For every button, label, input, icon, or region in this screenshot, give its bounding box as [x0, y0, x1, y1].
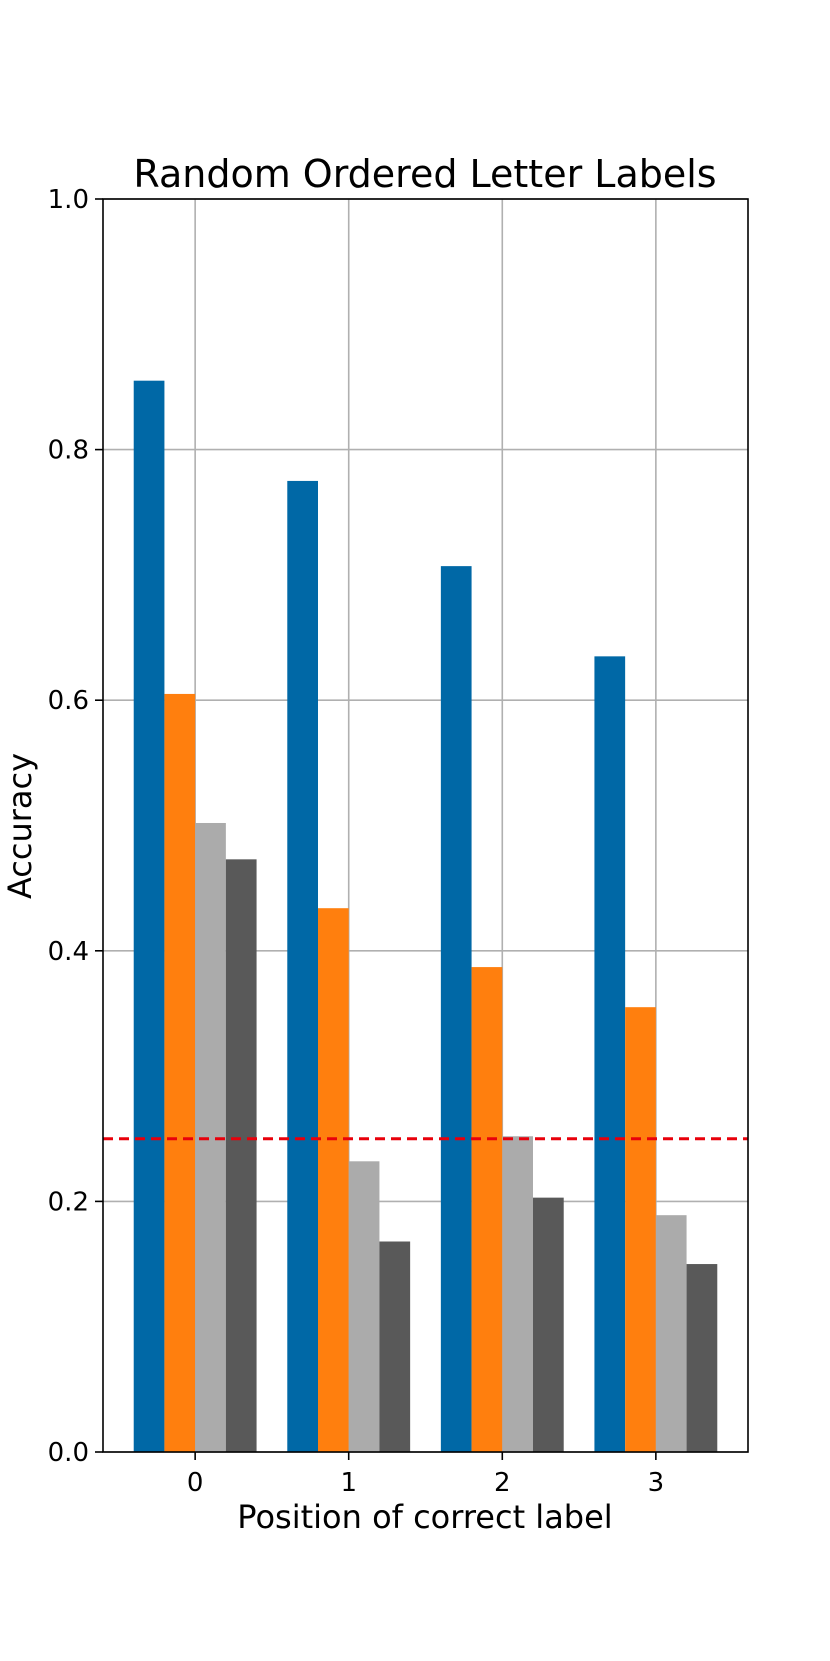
chart-title: Random Ordered Letter Labels — [133, 152, 716, 196]
x-axis-label: Position of correct label — [237, 1498, 612, 1536]
bar-series-1-cat-1 — [318, 908, 349, 1452]
y-tick-label: 0.4 — [48, 937, 89, 967]
bar-series-2-cat-3 — [655, 1215, 687, 1452]
bar-series-3-cat-0 — [225, 859, 257, 1452]
bar-series-2-cat-1 — [348, 1161, 380, 1452]
y-tick-label: 0.8 — [48, 436, 89, 466]
plot-frame — [102, 198, 749, 1453]
bar-series-3-cat-1 — [379, 1241, 411, 1452]
y-tick-label: 1.0 — [48, 185, 89, 215]
x-tick-label: 1 — [340, 1468, 357, 1498]
tick-layer: 0.0 0.2 0.4 0.6 0.8 1.0 0 1 2 3 — [48, 185, 664, 1498]
bar-series-0-cat-2 — [440, 566, 472, 1452]
bar-series-1-cat-3 — [625, 1007, 656, 1452]
bar-series-0-cat-1 — [287, 480, 318, 1452]
bar-series-3-cat-3 — [686, 1264, 718, 1452]
x-tick-label: 2 — [494, 1468, 511, 1498]
bar-series-1-cat-0 — [164, 693, 196, 1452]
bar-series-3-cat-2 — [533, 1197, 564, 1452]
bar-layer — [133, 380, 718, 1452]
y-tick-label: 0.6 — [48, 686, 89, 716]
y-tick-label: 0.2 — [48, 1187, 89, 1217]
y-tick-label: 0.0 — [48, 1438, 89, 1468]
bar-series-1-cat-2 — [471, 967, 503, 1452]
x-tick-label: 0 — [187, 1468, 204, 1498]
bar-series-0-cat-3 — [594, 656, 626, 1452]
x-tick-label: 3 — [648, 1468, 665, 1498]
bar-series-0-cat-0 — [133, 380, 165, 1452]
bar-series-2-cat-2 — [502, 1136, 533, 1452]
y-axis-label: Accuracy — [1, 753, 39, 899]
